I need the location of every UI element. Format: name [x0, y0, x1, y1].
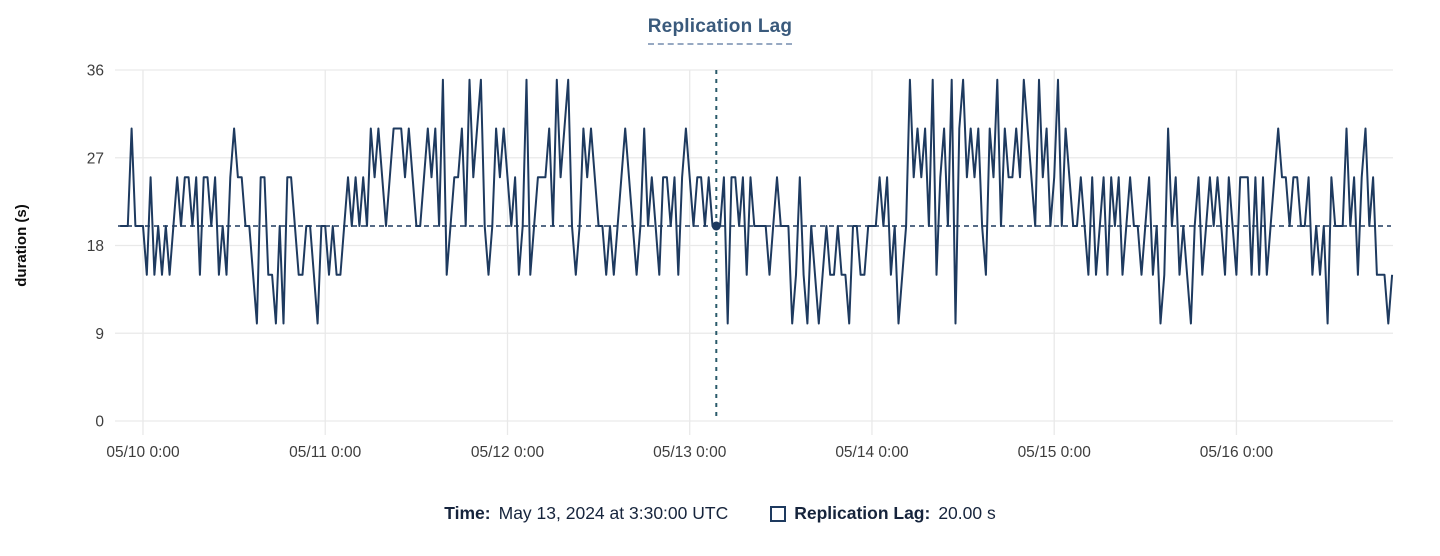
- tooltip-footer: Time: May 13, 2024 at 3:30:00 UTC Replic…: [0, 503, 1440, 524]
- tooltip-series-value: 20.00 s: [938, 503, 996, 523]
- x-tick-label: 05/10 0:00: [106, 444, 180, 461]
- x-tick-label: 05/11 0:00: [289, 444, 361, 461]
- x-tick-label: 05/14 0:00: [835, 444, 909, 461]
- x-tick-label: 05/16 0:00: [1200, 444, 1274, 461]
- y-tick-label: 18: [87, 238, 104, 255]
- y-tick-label: 36: [87, 63, 104, 80]
- y-axis-title: duration (s): [13, 204, 30, 287]
- tooltip-time-value: May 13, 2024 at 3:30:00 UTC: [498, 503, 729, 523]
- x-tick-label: 05/15 0:00: [1018, 444, 1092, 461]
- x-tick-label: 05/13 0:00: [653, 444, 727, 461]
- y-tick-label: 9: [95, 326, 104, 343]
- y-tick-label: 0: [95, 414, 104, 431]
- tooltip-series-label[interactable]: Replication Lag:: [794, 503, 931, 523]
- chart-title[interactable]: Replication Lag: [647, 16, 793, 45]
- tooltip-time-label: Time:: [444, 503, 491, 523]
- replication-lag-line-chart[interactable]: 0 9 18 27 36 05/10 0:00 05/11 0:00 05/12 0:00 05…: [0, 0, 1440, 490]
- y-tick-label: 27: [87, 150, 104, 167]
- selected-point-dot[interactable]: [711, 221, 721, 231]
- replication-lag-series-line[interactable]: [120, 78, 1394, 325]
- series-legend-swatch-icon[interactable]: [770, 505, 787, 522]
- x-tick-label: 05/12 0:00: [471, 444, 545, 461]
- chart-title-row: Replication Lag: [0, 16, 1440, 45]
